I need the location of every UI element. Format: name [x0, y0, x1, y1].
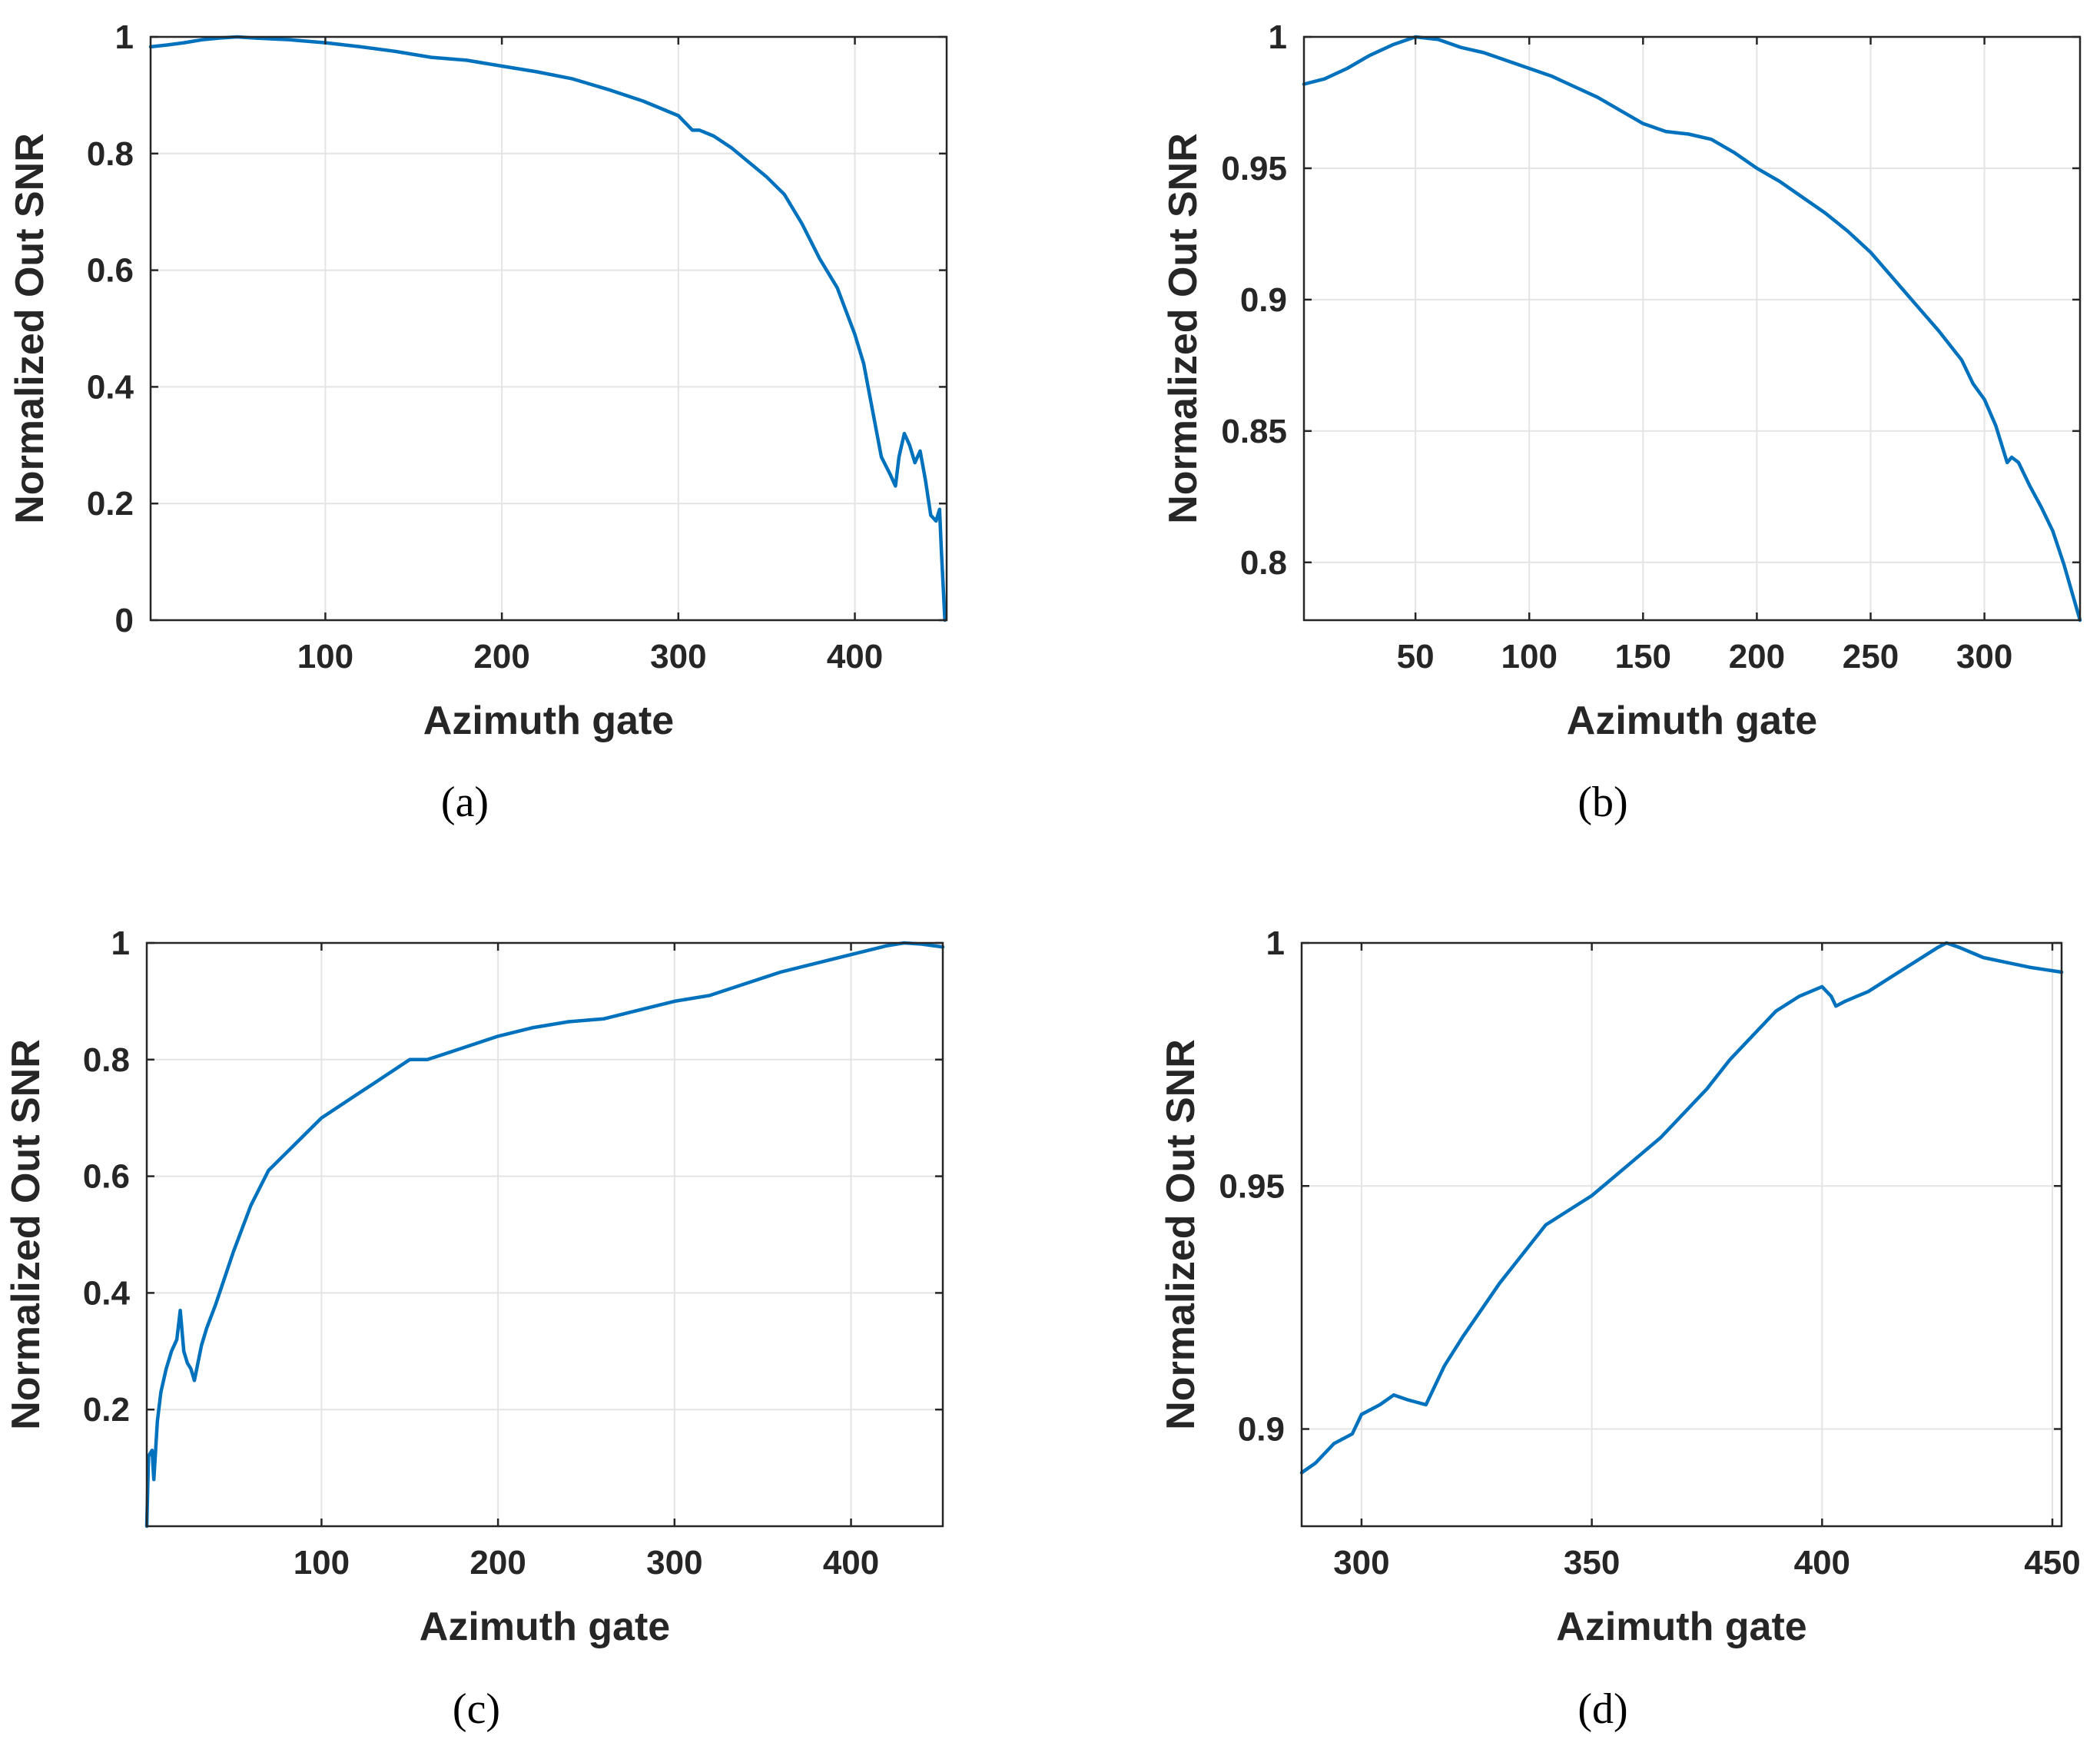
panel-caption: (c): [453, 1685, 500, 1733]
plot-area: [1302, 943, 2062, 1526]
x-tick-label: 200: [469, 1544, 526, 1582]
x-tick-label: 400: [1794, 1544, 1850, 1582]
series-line-d: [1299, 941, 2064, 1475]
y-tick-label: 0.8: [87, 135, 134, 173]
y-tick-label: 0.6: [83, 1158, 130, 1196]
series-line-b: [1302, 35, 2082, 622]
y-tick-label: 0.2: [83, 1391, 130, 1429]
x-tick-label: 400: [827, 638, 883, 676]
x-tick-label: 350: [1564, 1544, 1620, 1582]
y-axis-label: Normalized Out SNR: [1159, 1039, 1203, 1430]
axes-frame: [1300, 941, 2063, 1528]
series-line-c: [144, 941, 945, 1529]
plot-area: [147, 943, 943, 1526]
chart-panel-d: 300 350 400 450 0.9 0.95 1 Azimuth gate Normaliz…: [1159, 924, 2081, 1733]
x-tick-label: 150: [1615, 638, 1671, 676]
chart-panel-c: 100 200 300 400 0.2 0.4 0.6 0.8 1 Azimuth gate Nor…: [4, 924, 945, 1733]
x-tick-label: 450: [2024, 1544, 2080, 1582]
y-tick-label: 0.8: [83, 1041, 130, 1079]
x-tick-label: 50: [1397, 638, 1435, 676]
y-tick-label: 1: [111, 924, 130, 962]
x-tick-label: 300: [646, 1544, 702, 1582]
series-line-a: [148, 35, 947, 622]
x-tick-label: 300: [1333, 1544, 1389, 1582]
y-tick-label: 0.9: [1240, 281, 1287, 319]
chart-panel-a: 100 200 300 400 0 0.2 0.4 0.6 0.8 1 Azimuth gate No…: [8, 18, 948, 826]
y-tick-label: 0.95: [1221, 150, 1287, 188]
y-tick-label: 0.9: [1238, 1411, 1285, 1449]
x-axis-label: Azimuth gate: [1567, 699, 1817, 743]
axes-frame: [145, 941, 944, 1528]
y-tick-label: 0.95: [1219, 1167, 1285, 1205]
x-axis-label: Azimuth gate: [1556, 1605, 1806, 1649]
y-tick-label: 0.8: [1240, 544, 1287, 582]
y-tick-label: 1: [1269, 18, 1287, 56]
y-tick-label: 1: [1266, 924, 1285, 962]
axes-frame: [1302, 35, 2082, 622]
x-tick-label: 300: [1956, 638, 2012, 676]
y-tick-label: 0.85: [1221, 413, 1287, 450]
plot-area: [151, 37, 947, 620]
y-axis-label: Normalized Out SNR: [1161, 133, 1206, 524]
y-tick-label: 0.4: [87, 368, 134, 406]
y-tick-label: 1: [115, 18, 134, 56]
plot-area: [1304, 37, 2080, 620]
x-tick-label: 300: [650, 638, 706, 676]
x-axis-label: Azimuth gate: [423, 699, 674, 743]
panel-caption: (b): [1577, 778, 1627, 826]
y-tick-label: 0.6: [87, 252, 134, 290]
x-tick-label: 100: [1501, 638, 1558, 676]
chart-panel-b: 50 100 150 200 250 300 0.8 0.85 0.9 0.95 1 Azimuth …: [1161, 18, 2082, 826]
y-axis-label: Normalized Out SNR: [4, 1039, 48, 1430]
x-tick-label: 250: [1843, 638, 1899, 676]
panel-caption: (d): [1577, 1685, 1627, 1733]
x-tick-label: 100: [297, 638, 353, 676]
y-tick-label: 0.2: [87, 485, 134, 523]
y-tick-label: 0.4: [83, 1274, 131, 1312]
y-axis-label: Normalized Out SNR: [8, 133, 52, 524]
axes-frame: [149, 35, 948, 622]
x-tick-label: 200: [1729, 638, 1785, 676]
y-tick-label: 0: [115, 602, 134, 639]
x-tick-label: 200: [473, 638, 529, 676]
x-tick-label: 400: [823, 1544, 879, 1582]
x-axis-label: Azimuth gate: [420, 1605, 670, 1649]
x-tick-label: 100: [294, 1544, 350, 1582]
panel-caption: (a): [441, 778, 489, 826]
